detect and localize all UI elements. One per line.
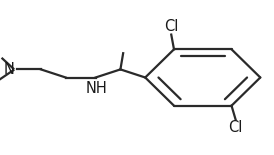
Text: Cl: Cl bbox=[164, 19, 178, 34]
Text: Cl: Cl bbox=[229, 120, 243, 135]
Text: N: N bbox=[4, 62, 15, 77]
Text: NH: NH bbox=[86, 81, 108, 96]
